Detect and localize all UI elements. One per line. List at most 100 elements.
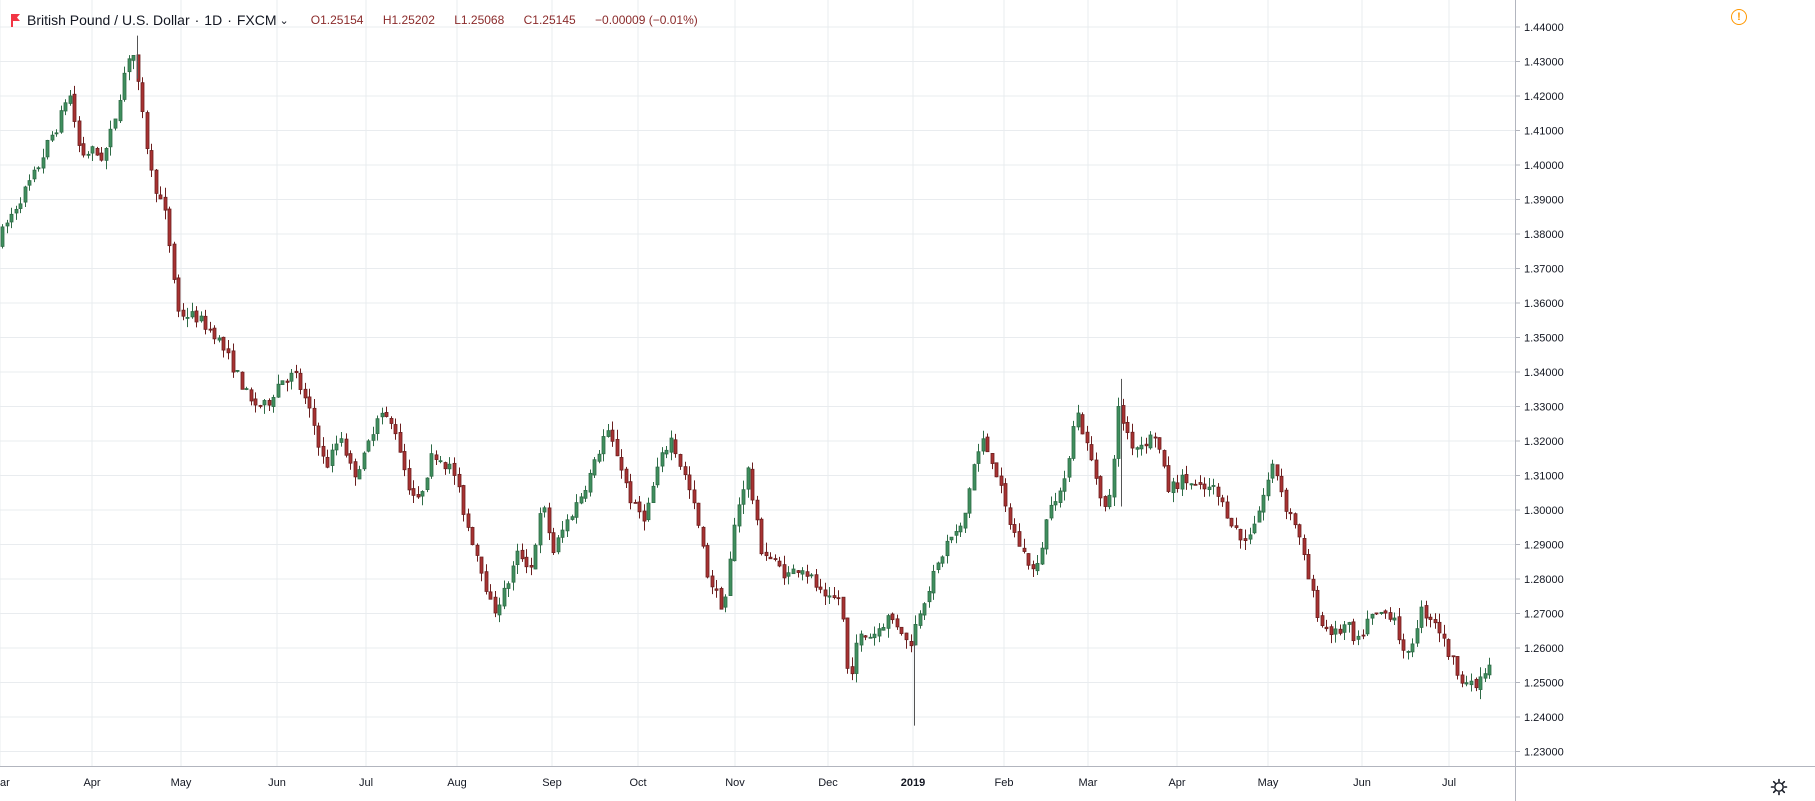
candle-down: [479, 556, 484, 574]
candle-down: [407, 468, 412, 491]
candle-down: [294, 370, 299, 374]
candle-up: [976, 451, 981, 464]
candle-up: [54, 132, 59, 135]
candle-up: [913, 624, 918, 646]
candle-down: [488, 591, 493, 600]
candle-up: [655, 466, 660, 486]
candle-down: [1026, 553, 1031, 566]
candle-down: [1089, 444, 1094, 461]
candle-up: [63, 102, 68, 112]
candle-up: [583, 490, 588, 499]
candle-down: [759, 518, 764, 555]
candle-up: [1257, 510, 1262, 523]
candle-down: [154, 169, 159, 194]
candle-up: [565, 519, 570, 532]
candle-up: [1410, 643, 1415, 653]
candles: [0, 35, 1492, 726]
candle-up: [41, 157, 46, 169]
candle-up: [511, 565, 516, 583]
candle-down: [999, 475, 1004, 486]
candle-down: [714, 588, 719, 591]
candle-down: [814, 574, 819, 588]
candle-up: [737, 504, 742, 527]
candle-up: [375, 418, 380, 434]
candle-down: [994, 462, 999, 478]
candle-down: [1216, 486, 1221, 497]
candle-up: [502, 587, 507, 607]
candle-down: [1437, 621, 1442, 634]
candle-down: [484, 571, 489, 592]
gear-icon[interactable]: [1770, 778, 1788, 796]
interval-label[interactable]: 1D: [204, 12, 223, 28]
candle-up: [199, 315, 204, 322]
candle-down: [1229, 517, 1234, 527]
x-tick-label: Oct: [629, 777, 646, 789]
candle-up: [18, 203, 23, 209]
y-tick-label: 1.26000: [1524, 643, 1564, 655]
candle-down: [1238, 528, 1243, 541]
y-tick-label: 1.40000: [1524, 160, 1564, 172]
candle-up: [931, 570, 936, 594]
candle-down: [167, 208, 172, 247]
candle-down: [240, 371, 245, 390]
candle-down: [895, 618, 900, 628]
candle-up: [1049, 504, 1054, 519]
candle-down: [705, 545, 710, 578]
candle-up: [36, 167, 41, 170]
chevron-down-icon[interactable]: ⌄: [279, 14, 289, 27]
candle-up: [967, 488, 972, 514]
candle-up: [963, 512, 968, 529]
candle-down: [1144, 443, 1149, 447]
candle-up: [746, 467, 751, 490]
candle-up: [1483, 673, 1488, 679]
y-tick-label: 1.24000: [1524, 712, 1564, 724]
y-tick-label: 1.44000: [1524, 22, 1564, 34]
candle-up: [1035, 563, 1040, 572]
candle-down: [1130, 431, 1135, 449]
candle-down: [1202, 483, 1207, 490]
candle-down: [529, 565, 534, 568]
x-tick-label: Apr: [83, 777, 100, 789]
candle-down: [1361, 634, 1366, 637]
exchange-label[interactable]: FXCM: [236, 12, 277, 28]
candle-down: [1460, 674, 1465, 684]
chart-legend[interactable]: British Pound / U.S. Dollar · 1D · FXCM …: [10, 9, 714, 31]
candle-up: [59, 110, 64, 133]
candle-up: [420, 491, 425, 497]
candle-up: [1270, 463, 1275, 479]
candle-down: [1474, 678, 1479, 689]
candle-up: [86, 153, 91, 156]
candle-up: [1189, 483, 1194, 486]
candle-up: [447, 463, 452, 470]
candle-down: [1094, 459, 1099, 479]
candle-up: [1044, 519, 1049, 550]
candle-up: [271, 396, 276, 407]
candle-up: [981, 438, 986, 452]
candle-down: [384, 412, 389, 417]
candle-up: [1415, 628, 1420, 644]
candle-up: [1406, 651, 1411, 653]
candle-down: [1315, 589, 1320, 618]
candle-up: [14, 208, 19, 214]
candle-up: [262, 400, 267, 406]
candle-down: [140, 82, 145, 112]
candle-down: [904, 632, 909, 641]
candle-up: [1261, 494, 1266, 513]
candle-down: [764, 551, 769, 557]
candle-up: [50, 134, 55, 141]
candle-up: [542, 507, 547, 513]
candle-up: [362, 452, 367, 470]
candle-up: [945, 540, 950, 557]
candle-up: [289, 372, 294, 382]
candle-down: [145, 112, 150, 150]
x-tick-label: May: [1258, 777, 1279, 789]
symbol-name[interactable]: British Pound / U.S. Dollar: [27, 12, 190, 28]
candle-down: [1279, 475, 1284, 493]
close-value: C1.25145: [523, 13, 576, 27]
candle-down: [899, 626, 904, 634]
candle-up: [217, 337, 222, 341]
candle-down: [348, 453, 353, 464]
warning-circle-icon[interactable]: !: [1731, 9, 1747, 25]
